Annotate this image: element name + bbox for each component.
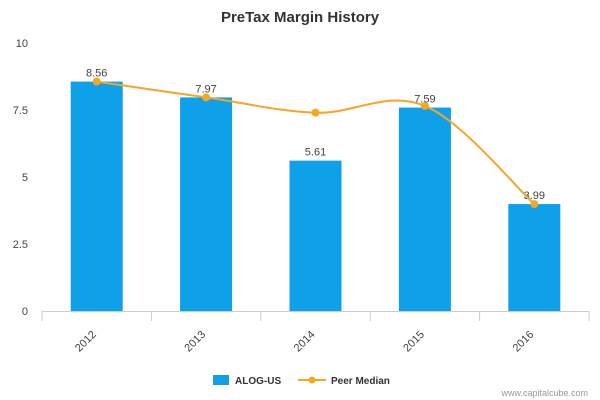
chart-title: PreTax Margin History — [221, 9, 380, 26]
x-tick-label: 2014 — [292, 329, 318, 355]
y-axis: 0 2.5 5 7.5 10 — [13, 38, 28, 318]
peer-median-point[interactable] — [530, 200, 539, 209]
legend-label-peer-median: Peer Median — [331, 376, 390, 387]
peer-median-point[interactable] — [420, 101, 429, 110]
bar-series-alog-us — [70, 81, 561, 312]
y-tick-label: 0 — [22, 306, 28, 318]
x-tick-label: 2016 — [511, 329, 537, 355]
legend-marker-peer-median — [308, 376, 316, 384]
legend-swatch-alog-us — [213, 375, 229, 385]
peer-median-point[interactable] — [202, 93, 211, 102]
bar-alog-us[interactable] — [398, 107, 451, 311]
legend-label-alog-us: ALOG-US — [235, 376, 281, 387]
y-tick-label: 7.5 — [13, 105, 28, 117]
legend[interactable]: ALOG-US Peer Median — [213, 375, 390, 387]
bar-alog-us[interactable] — [508, 204, 561, 311]
y-tick-label: 10 — [16, 38, 28, 50]
bar-alog-us[interactable] — [180, 97, 233, 312]
bar-alog-us[interactable] — [70, 81, 123, 311]
x-tick-label: 2015 — [401, 329, 427, 355]
y-tick-label: 5 — [22, 172, 28, 184]
bar-data-labels: 8.567.975.617.593.99 — [86, 68, 545, 202]
bar-data-label: 5.61 — [305, 147, 326, 159]
peer-median-point[interactable] — [92, 77, 101, 86]
bar-data-label: 7.97 — [195, 83, 216, 95]
x-axis: 2012 2013 2014 2015 2016 — [41, 311, 590, 355]
line-series-peer-median — [92, 77, 539, 209]
x-tick-label: 2012 — [73, 329, 99, 355]
bar-data-label: 7.59 — [414, 94, 435, 106]
credit-text: www.capitalcube.com — [500, 388, 588, 398]
bar-alog-us[interactable] — [289, 160, 342, 311]
peer-median-point[interactable] — [311, 108, 320, 117]
y-tick-label: 2.5 — [13, 239, 28, 251]
bar-data-label: 8.56 — [86, 68, 107, 80]
x-tick-label: 2013 — [182, 329, 208, 355]
